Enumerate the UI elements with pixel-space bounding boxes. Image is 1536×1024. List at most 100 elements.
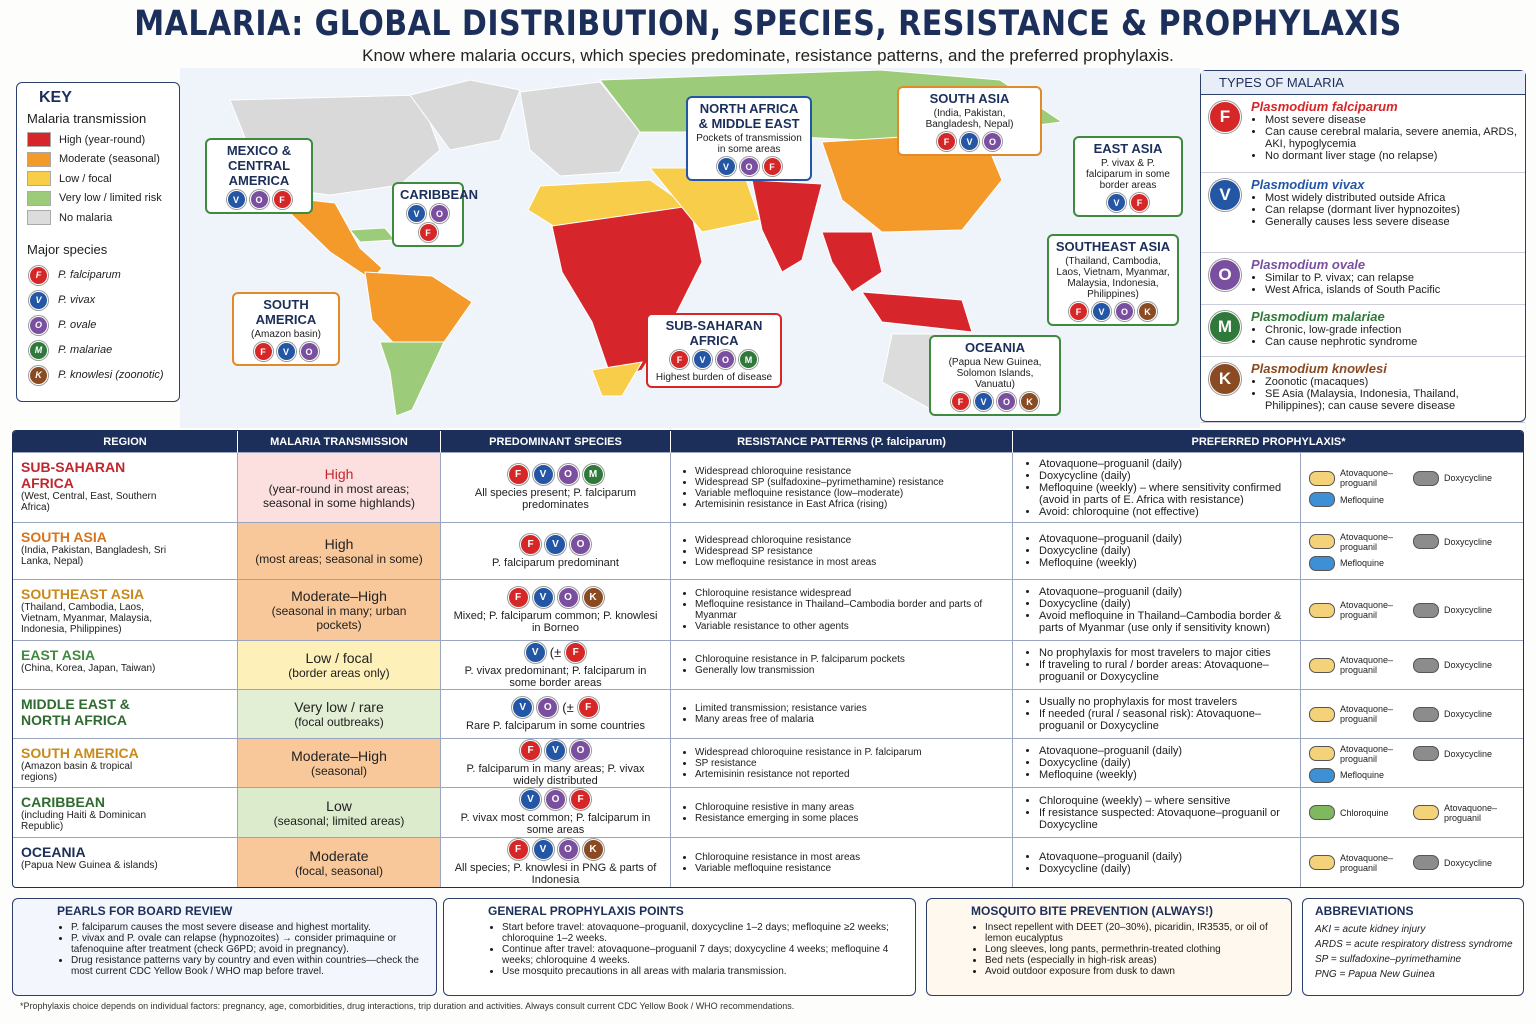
subtitle: Know where malaria occurs, which species… <box>362 46 1174 65</box>
pill-icon <box>1309 746 1335 761</box>
prophylaxis-item: Atovaquone–proguanil (daily) <box>1039 851 1182 863</box>
type-bullet: Can cause nephrotic syndrome <box>1265 336 1417 348</box>
info-bullets: Insect repellent with DEET (20–30%), pic… <box>971 922 1281 977</box>
species-badge: M <box>29 340 48 360</box>
pill-label: Atovaquone–proguanil <box>1444 802 1498 823</box>
species-cell: F V O K Mixed; P. falciparum common; P. know… <box>441 580 671 641</box>
type-badge-wrap: V <box>1207 177 1251 248</box>
resistance-item: Widespread SP (sulfadoxine–pyrimethamine… <box>695 477 944 488</box>
callout-subtitle: (Thailand, Cambodia, Laos, Vietnam, Myan… <box>1056 256 1170 300</box>
species-badge: F <box>1209 101 1241 133</box>
pill-item: Mefloquine <box>1309 555 1413 571</box>
type-name: Plasmodium vivax <box>1251 177 1365 192</box>
pill-item: Atovaquone–proguanil <box>1309 468 1413 488</box>
prophylaxis-item: Mefloquine (weekly) <box>1039 769 1182 781</box>
transmission-detail: (most areas; seasonal in some) <box>255 552 423 566</box>
type-bullets: Most widely distributed outside AfricaCa… <box>1251 192 1460 228</box>
transmission-cell: High (year-round in most areas; seasonal … <box>238 453 441 523</box>
key-subtitle: Major species <box>27 241 108 257</box>
species-note: P. falciparum in many areas; P. vivax wi… <box>466 762 645 787</box>
pill-item: Doxycycline <box>1413 853 1517 873</box>
type-bullets: Similar to P. vivax; can relapseWest Afr… <box>1251 272 1440 296</box>
resistance-item: Chloroquine resistance in P. falciparum … <box>695 654 905 665</box>
legend-swatch <box>27 190 51 206</box>
info-item: Use mosquito precautions in all areas wi… <box>502 966 905 977</box>
pills-cell: Atovaquone–proguanil Doxycycline Mefloquin… <box>1301 453 1523 523</box>
callout-title: SOUTH ASIA <box>929 91 1010 106</box>
resistance-cell: Widespread chloroquine resistance in P. … <box>671 739 1013 788</box>
species-badge: O <box>430 204 449 223</box>
pill-item: Atovaquone–proguanil <box>1309 704 1413 724</box>
species-badge: V <box>693 350 712 369</box>
pill-label: Atovaquone–proguanil <box>1340 600 1394 620</box>
species-badge: V <box>512 696 534 718</box>
species-badge: V <box>1209 179 1241 211</box>
type-row: F Plasmodium falciparumMost severe diseas… <box>1201 95 1525 173</box>
resistance-item: Generally low transmission <box>695 665 905 676</box>
info-title: MOSQUITO BITE PREVENTION (ALWAYS!) <box>971 904 1214 918</box>
callout-subtitle: (Papua New Guinea, Solomon Islands, Vanu… <box>948 357 1042 390</box>
species-qualifier: (± <box>549 644 562 660</box>
transmission-detail: (seasonal in many; urban pockets) <box>271 604 407 632</box>
resistance-item: Chloroquine resistive in many areas <box>695 802 858 813</box>
pills-cell: Atovaquone–proguanil Doxycycline <box>1301 641 1523 690</box>
type-text: Plasmodium vivaxMost widely distributed … <box>1251 177 1460 248</box>
type-name: Plasmodium malariae <box>1251 309 1385 324</box>
species-badge: F <box>670 350 689 369</box>
resistance-item: Many areas free of malaria <box>695 714 867 725</box>
pill-label: Atovaquone–proguanil <box>1340 704 1394 724</box>
prophylaxis-list: Chloroquine (weekly) – where sensitiveIf… <box>1025 795 1288 831</box>
pill-icon <box>1413 657 1439 673</box>
resistance-cell: Chloroquine resistive in many areasResis… <box>671 788 1013 838</box>
species-cell: V O F P. vivax most common; P. falciparum i… <box>441 788 671 838</box>
species-cell: F V O M All species present; P. falciparum p… <box>441 453 671 523</box>
pill-icon <box>1413 746 1439 761</box>
region-name: OCEANIA <box>21 844 86 860</box>
legend-label: Very low / limited risk <box>59 192 162 205</box>
species-badge: O <box>983 132 1002 151</box>
resistance-item: Mefloquine resistance in Thailand–Cambod… <box>695 599 1002 621</box>
species-badge: M <box>1209 311 1241 343</box>
key-title: KEY <box>39 89 72 106</box>
type-text: Plasmodium malariaeChronic, low-grade in… <box>1251 309 1417 352</box>
species-badge: V <box>524 641 546 663</box>
pill-icon <box>1309 706 1335 722</box>
species-badge: V <box>276 342 296 361</box>
type-bullet: Generally causes less severe disease <box>1265 216 1460 228</box>
species-badge: O <box>739 157 759 176</box>
pill-item: Chloroquine <box>1309 803 1413 823</box>
info-box: PEARLS FOR BOARD REVIEW P. falciparum cau… <box>12 898 437 996</box>
pill-icon <box>1309 534 1335 549</box>
prophylaxis-list: Atovaquone–proguanil (daily)Doxycycline … <box>1025 458 1288 518</box>
pill-icon <box>1413 534 1439 549</box>
species-qualifier: (± <box>562 699 574 715</box>
species-badge: M <box>739 350 758 369</box>
prophylaxis-cell: Usually no prophylaxis for most traveler… <box>1013 690 1301 739</box>
pill-icon <box>1413 706 1439 722</box>
footnote: *Prophylaxis choice depends on individua… <box>20 1001 795 1011</box>
pill-item: Atovaquone–proguanil <box>1309 600 1413 620</box>
pill-icon <box>1309 767 1335 783</box>
species-cell: F V O P. falciparum predominant <box>441 523 671 580</box>
prophylaxis-cell: Atovaquone–proguanil (daily)Doxycycline … <box>1013 453 1301 523</box>
prophylaxis-item: Avoid mefloquine in Thailand–Cambodia bo… <box>1039 610 1288 634</box>
table-header: RESISTANCE PATTERNS (P. falciparum) <box>671 431 1013 453</box>
resistance-item: Widespread chloroquine resistance in P. … <box>695 747 922 758</box>
region-name: MIDDLE EAST & NORTH AFRICA <box>21 696 130 728</box>
type-bullet: Similar to P. vivax; can relapse <box>1265 272 1440 284</box>
resistance-cell: Widespread chloroquine resistanceWidespr… <box>671 523 1013 580</box>
species-badge: F <box>577 696 599 718</box>
transmission-level: Very low / rare <box>294 699 384 715</box>
species-badge: V <box>29 290 48 310</box>
info-title: GENERAL PROPHYLAXIS POINTS <box>488 904 684 918</box>
resistance-cell: Chloroquine resistance in most areasVari… <box>671 838 1013 887</box>
type-bullet: Zoonotic (macaques) <box>1265 376 1519 388</box>
prophylaxis-list: Atovaquone–proguanil (daily)Doxycycline … <box>1025 745 1182 781</box>
legend-row: M P. malariae <box>27 338 169 363</box>
resistance-item: Widespread SP resistance <box>695 546 876 557</box>
pill-icon <box>1309 855 1335 870</box>
